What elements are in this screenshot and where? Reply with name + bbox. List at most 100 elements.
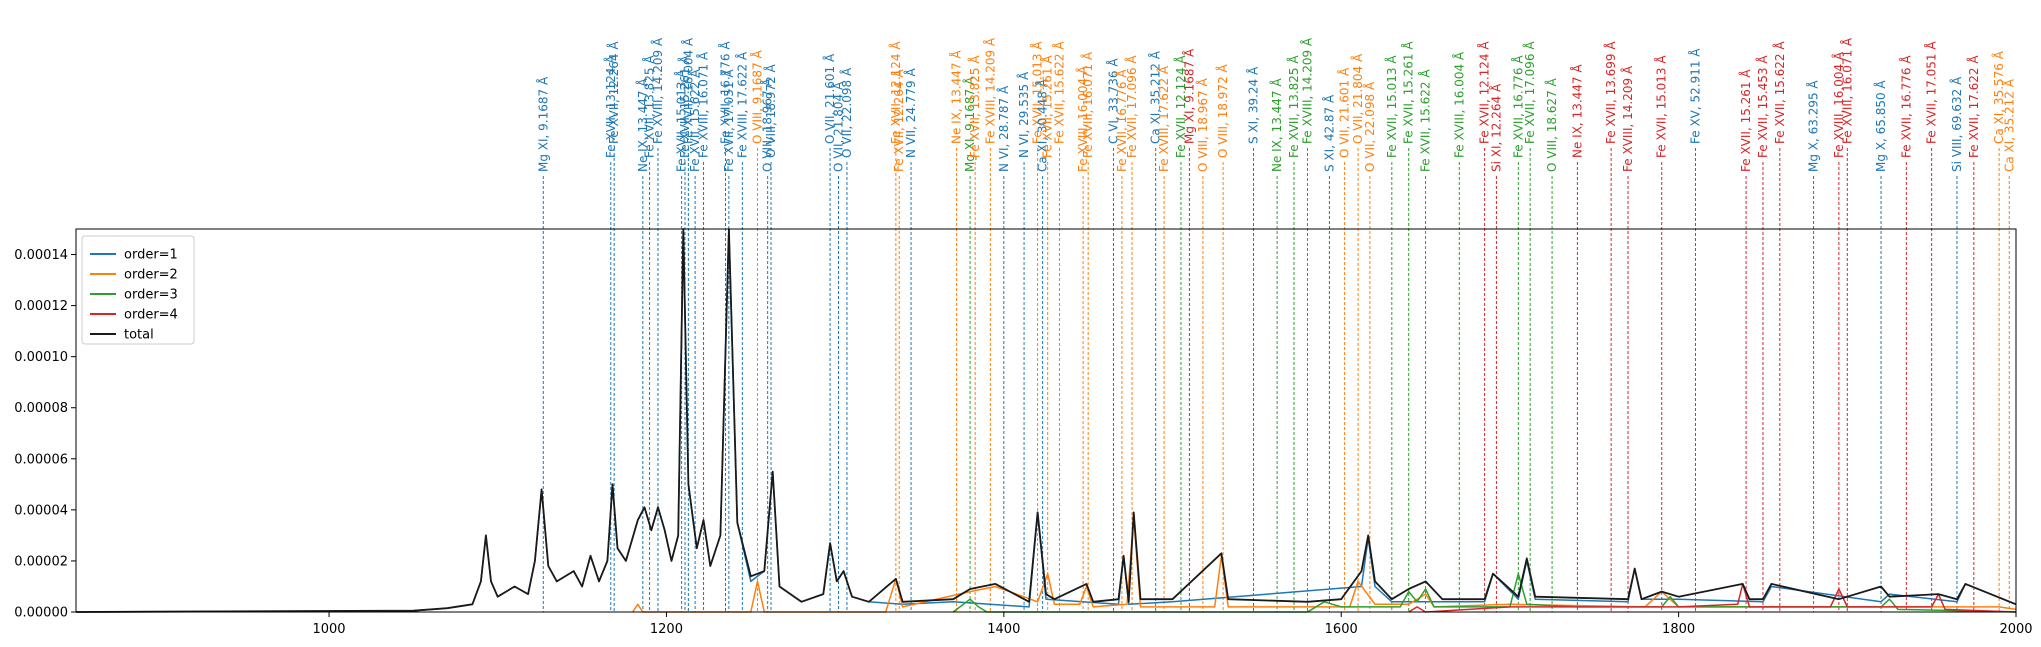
line-marker-label: O VIII, 18.967 Å xyxy=(1195,77,1210,172)
line-marker-label: Fe XVIII, 17.622 Å xyxy=(734,51,749,158)
line-marker-label: Fe XVII, 12.124 Å xyxy=(1477,41,1492,144)
line-marker-label: Fe XVII, 17.051 Å xyxy=(1924,41,1939,144)
line-marker-label: Fe XVII, 15.261 Å xyxy=(1401,41,1416,144)
line-marker-label: O VIII, 18.972 Å xyxy=(763,63,778,158)
legend-label: order=3 xyxy=(124,288,178,303)
line-marker-label: Ca XI, 30.448 Å xyxy=(1035,78,1050,172)
line-marker-label: Fe XVII, 13.124 Å xyxy=(603,55,618,158)
line-marker-label: Fe XVII, 15.013 Å xyxy=(674,69,689,172)
line-marker-label: Mg XI, 9.1687 Å xyxy=(1181,48,1196,144)
line-marker-label: Ne IX, 13.447 Å xyxy=(1269,78,1284,172)
line-marker-label: Fe XVII, 15.622 Å xyxy=(1051,41,1066,144)
x-axis: 1000 1200 1400 1600 1800 2000 xyxy=(312,612,2033,637)
x-tick-label: 1800 xyxy=(1662,622,1695,637)
line-marker-label: Mg X, 65.850 Å xyxy=(1873,80,1888,172)
line-marker-label: Fe XVII, 16.776 Å xyxy=(1510,55,1525,158)
line-marker-label: O VII, 21.601 Å xyxy=(1337,67,1352,158)
y-tick-label: 0.00012 xyxy=(14,299,68,314)
line-marker-label: Fe XVII, 15.013 Å xyxy=(1384,55,1399,158)
line-marker-label: Fe XVII, 17.096 Å xyxy=(1522,41,1537,144)
line-marker-label: Fe XVIII, 16.004 Å xyxy=(680,37,695,144)
line-marker-label: Fe XVII, 15.261 Å xyxy=(1738,69,1753,172)
y-axis: 0.00000 0.00002 0.00004 0.00006 0.00008 0.000… xyxy=(14,248,76,621)
line-marker-label: O VIII, 18.627 Å xyxy=(1544,77,1559,172)
line-marker-label: Fe XVIII, 16.071 Å xyxy=(1080,51,1095,158)
legend-box xyxy=(81,235,195,345)
plot-area-frame xyxy=(75,228,2017,613)
line-marker-label: Fe XVII, 12.264 Å xyxy=(606,41,621,144)
line-marker-label: Fe XVII, 15.013 Å xyxy=(1030,41,1045,144)
line-marker-label: Fe XVIII, 14.209 Å xyxy=(650,37,665,144)
line-marker-layer: Mg XI, 9.1687 Å Fe XVII, 13.124 ÅFe XVII,… xyxy=(535,37,2016,612)
line-marker-label: O VII, 22.098 Å xyxy=(839,67,854,158)
line-marker-label: Ne IX, 13.447 Å xyxy=(1569,64,1584,158)
legend-label: total xyxy=(124,328,154,343)
series-line-total xyxy=(75,228,2017,613)
line-marker-label: N VI, 28.787 Å xyxy=(996,85,1011,172)
line-marker-label: O VIII, 9.1687 Å xyxy=(750,49,765,144)
line-marker-label: Fe XVIII, 16.071 Å xyxy=(1839,37,1854,144)
line-marker-label: Fe XVIII, 16.004 Å xyxy=(1451,51,1466,158)
y-tick-label: 0.00008 xyxy=(14,401,68,416)
line-marker-label: Mg XI, 9.1687 Å xyxy=(962,76,977,172)
y-tick-label: 0.00004 xyxy=(14,503,68,518)
line-marker-label: Ca XI, 35.576 Å xyxy=(1991,50,2006,144)
line-marker-label: Fe XVII, 16.776 Å xyxy=(1898,55,1913,158)
line-marker-label: Fe XVII, 17.622 Å xyxy=(1966,55,1981,158)
line-marker-label: S XI, 39.24 Å xyxy=(1245,66,1260,144)
line-marker-label: Fe XVII, 13.825 Å xyxy=(967,55,982,158)
line-marker-label: Fe XVII, 15.013 Å xyxy=(1654,55,1669,158)
line-marker-label: Fe XVII, 15.261 Å xyxy=(677,55,692,158)
line-marker-label: Fe XVII, 13.699 Å xyxy=(1603,41,1618,144)
line-marker-label: Si XI, 12.264 Å xyxy=(1488,83,1503,172)
y-tick-label: 0.00000 xyxy=(14,606,68,621)
y-tick-label: 0.00006 xyxy=(14,452,68,467)
line-marker-label: N VII, 24.779 Å xyxy=(903,67,918,158)
series-line-order-4 xyxy=(1408,583,2017,613)
line-marker-label: Ne IX, 13.447 Å xyxy=(635,78,650,172)
y-tick-label: 0.00014 xyxy=(14,248,68,263)
legend-label: order=2 xyxy=(124,268,178,283)
line-marker-label: Fe XVII, 12.264 Å xyxy=(891,69,906,172)
line-marker-label: Fe XVII, 15.622 Å xyxy=(1772,41,1787,144)
x-tick-label: 1000 xyxy=(312,622,345,637)
line-marker-label: S XI, 42.87 Å xyxy=(1321,94,1336,172)
x-tick-label: 1400 xyxy=(987,622,1020,637)
line-marker-label: O VII, 21.804 Å xyxy=(1350,53,1365,144)
line-marker-label: Ne IX, 13.447 Å xyxy=(949,50,964,144)
y-tick-label: 0.00002 xyxy=(14,554,68,569)
x-tick-label: 2000 xyxy=(1999,622,2032,637)
line-marker-label: O VII, 22.098 Å xyxy=(1362,81,1377,172)
line-marker-label: Fe XVII, 17.096 Å xyxy=(1124,55,1139,158)
line-marker-label: Fe XVII, 15.261 Å xyxy=(1040,55,1055,158)
line-marker-label: O VII, 21.804 Å xyxy=(831,81,846,172)
line-marker-label: Fe XVIII, 16.004 Å xyxy=(1831,51,1846,158)
line-marker-label: C VI, 33.736 Å xyxy=(1105,58,1120,144)
line-marker-label: Si VIII, 69.632 Å xyxy=(1949,76,1964,172)
legend-label: order=1 xyxy=(124,248,178,263)
line-marker-label: Fe XVII, 12.124 Å xyxy=(888,41,903,144)
line-marker-label: Fe XVII, 15.622 Å xyxy=(687,69,702,172)
line-marker-label: N VI, 29.535 Å xyxy=(1016,71,1031,158)
line-marker-label: Fe XVIII, 17.622 Å xyxy=(1156,65,1171,172)
line-marker-label: Mg XI, 9.1687 Å xyxy=(535,76,550,172)
legend-label: order=4 xyxy=(124,308,178,323)
legend: order=1 order=2 order=3 order=4 total xyxy=(81,235,195,345)
line-marker-label: Fe XV, 52.911 Å xyxy=(1687,48,1702,144)
line-marker-label: Fe XVIII, 14.209 Å xyxy=(982,37,997,144)
line-marker-label: Fe XVIII, 14.209 Å xyxy=(1299,37,1314,144)
line-marker-label: Fe XVII, 12.124 Å xyxy=(1173,55,1188,158)
line-marker-label: Fe XVII, 17.051 Å xyxy=(721,69,736,172)
line-marker-label: Fe XVII, 15.622 Å xyxy=(1418,69,1433,172)
line-marker-label: Fe XVII, 13.825 Å xyxy=(642,55,657,158)
line-marker-label: O VIII, 18.972 Å xyxy=(1215,63,1230,158)
line-marker-label: Ca XI, 35.212 Å xyxy=(1148,50,1163,144)
line-marker-label: Fe XVIII, 16.071 Å xyxy=(696,51,711,158)
line-marker-label: O VII, 21.601 Å xyxy=(822,53,837,144)
line-marker-label: Fe XVIII, 16.004 Å xyxy=(1075,65,1090,172)
x-tick-label: 1200 xyxy=(650,622,683,637)
line-marker-label: Fe XVII, 13.825 Å xyxy=(1286,55,1301,158)
line-marker-label: Fe XVII, 15.453 Å xyxy=(1755,55,1770,158)
